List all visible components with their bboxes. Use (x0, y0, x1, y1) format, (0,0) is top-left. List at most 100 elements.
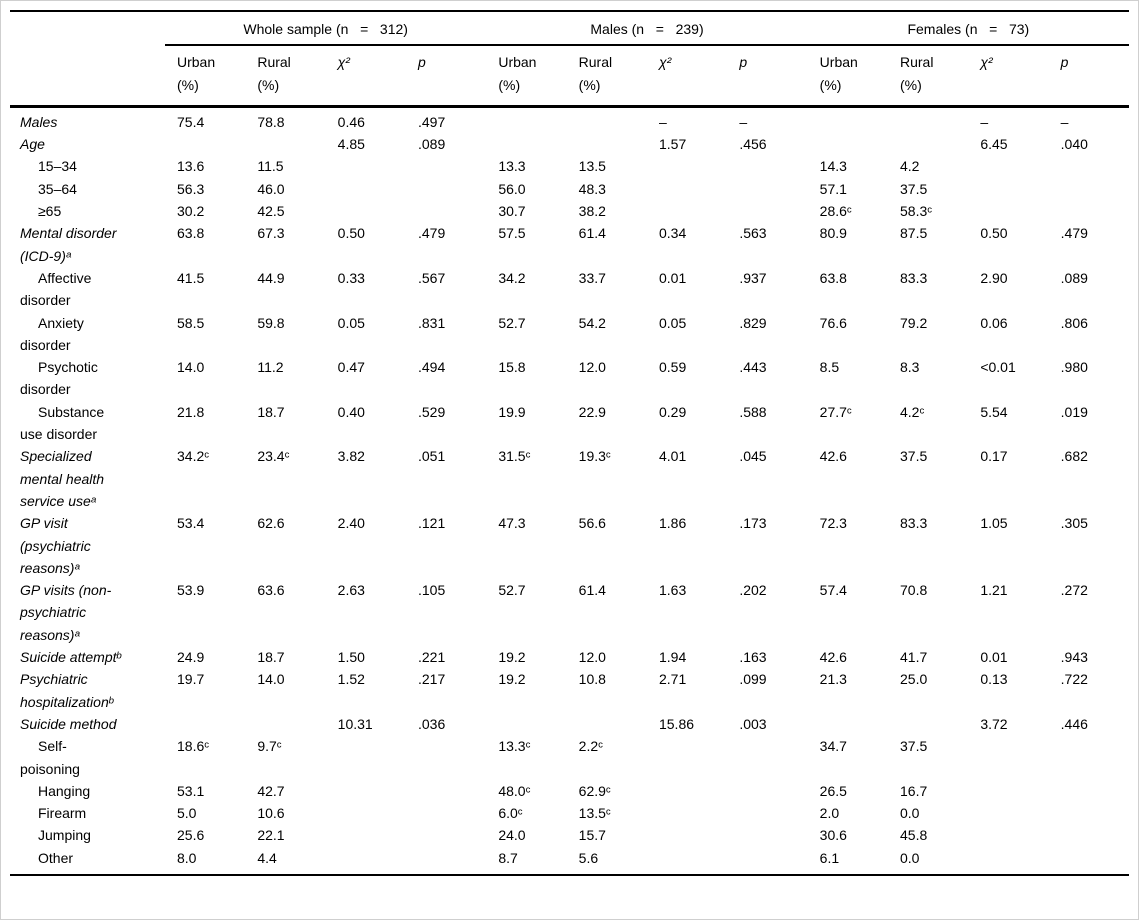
data-cell: 1.21 (980, 582, 1008, 599)
data-cell: 30.6 (819, 827, 847, 844)
data-cell: 4.01 (658, 448, 687, 465)
data-cell (326, 200, 406, 222)
data-cell: 37.5 (900, 738, 928, 755)
data-cell: 18.6ᶜ (177, 738, 210, 755)
data-cell: <0.01 (980, 359, 1016, 376)
data-cell: 3.72 (980, 715, 1008, 732)
data-cell (647, 780, 727, 802)
data-cell: 22.9 (578, 403, 606, 420)
data-cell: 26.5 (819, 782, 847, 799)
data-cell: 0.13 (980, 671, 1008, 688)
data-cell (325, 846, 406, 876)
data-cell: .682 (1060, 448, 1088, 465)
data-cell: .497 (417, 113, 446, 130)
data-cell (486, 106, 566, 133)
group-header-females: Females (n = 73) (807, 9, 1130, 47)
stub-header (10, 9, 165, 46)
data-cell: 61.4 (578, 225, 606, 242)
data-cell: 58.3ᶜ (900, 203, 933, 220)
data-cell: 0.01 (658, 269, 687, 286)
data-cell (647, 155, 727, 177)
row-label: Suicide method (20, 715, 117, 732)
data-cell: 83.3 (900, 515, 928, 532)
data-cell: 2.90 (980, 269, 1008, 286)
data-cell: 0.33 (337, 269, 365, 286)
data-cell (326, 780, 406, 802)
table-row: GP visits (non-psychiatric reasons)ᵃ 53.9… (10, 579, 1129, 646)
group-header-males: Males (n = 239) (486, 9, 808, 47)
data-cell: 58.5 (177, 314, 205, 331)
data-cell: 14.0 (177, 359, 205, 376)
data-cell: 52.7 (498, 314, 526, 331)
data-cell: .173 (739, 515, 767, 532)
data-cell (727, 200, 807, 222)
data-cell: 11.2 (257, 359, 284, 376)
data-cell: 21.8 (177, 403, 205, 420)
data-cell (1049, 780, 1129, 802)
data-cell: .045 (739, 448, 767, 465)
data-cell: 1.57 (658, 136, 687, 153)
data-cell: 57.1 (819, 180, 847, 197)
column-header-p: p (727, 45, 808, 108)
data-cell: 15.86 (658, 715, 695, 732)
table-row: Age 4.85 .089 1.57 .456 6.45 .040 (10, 133, 1129, 155)
data-cell (1049, 735, 1129, 780)
row-label: 35–64 (38, 180, 77, 197)
data-cell: 72.3 (819, 515, 847, 532)
data-cell: 8.7 (486, 846, 567, 876)
data-cell: 56.3 (177, 180, 205, 197)
data-cell: 80.9 (819, 225, 847, 242)
data-cell: 21.3 (819, 671, 847, 688)
data-cell: 12.0 (578, 359, 606, 376)
data-cell: 4.2ᶜ (900, 403, 925, 420)
data-cell (1049, 200, 1129, 222)
data-cell: .479 (417, 225, 446, 242)
data-cell: 48.3 (578, 180, 606, 197)
row-label: GP visit (psychiatric reasons)ᵃ (20, 515, 91, 576)
data-cell: 83.3 (900, 269, 928, 286)
data-cell: 6.0ᶜ (498, 805, 523, 822)
data-cell: .040 (1060, 136, 1088, 153)
row-label: Affective disorder (20, 269, 92, 309)
data-cell: 19.3ᶜ (578, 448, 611, 465)
row-label: Mental disorder (ICD-9)ᵃ (20, 225, 117, 264)
data-cell: 0.47 (337, 359, 365, 376)
row-label: Hanging (38, 782, 91, 799)
data-cell (406, 824, 486, 846)
data-cell: 14.3 (819, 158, 847, 175)
data-cell: 2.63 (337, 582, 365, 599)
row-label: 15–34 (38, 158, 77, 175)
data-cell: .221 (417, 649, 446, 666)
data-cell (326, 802, 406, 824)
data-cell: 4.85 (337, 136, 365, 153)
data-cell: 0.40 (337, 403, 365, 420)
data-cell: .446 (1060, 715, 1088, 732)
data-cell: .217 (417, 671, 446, 688)
data-cell (647, 178, 727, 200)
column-header-chi-square: χ² (646, 45, 728, 108)
table-row: ≥65 30.2 42.5 30.7 38.2 28.6ᶜ 58.3ᶜ (10, 200, 1129, 222)
data-cell: 6.1 (807, 846, 888, 876)
data-cell: .202 (739, 582, 767, 599)
data-cell (968, 178, 1048, 200)
column-header-chi-square: χ² (968, 45, 1049, 108)
data-cell: 63.8 (177, 225, 205, 242)
table-row: Males 75.4 78.8 0.46 .497 – – – – (10, 106, 1129, 133)
data-cell: 75.4 (177, 113, 205, 130)
data-cell: 1.63 (658, 582, 687, 599)
data-cell: 44.9 (257, 269, 285, 286)
data-cell: 18.7 (257, 403, 285, 420)
column-header-urban: Urban (%) (807, 45, 888, 108)
data-cell: 13.5 (578, 158, 606, 175)
data-cell (405, 846, 487, 876)
data-cell: 22.1 (257, 827, 285, 844)
data-cell (808, 106, 888, 133)
data-cell: 11.5 (257, 158, 284, 175)
table-row: 15–34 13.6 11.5 13.3 13.5 14.3 4.2 (10, 155, 1129, 177)
data-cell: .036 (417, 715, 446, 732)
data-cell: 0.29 (658, 403, 687, 420)
data-cell: 19.2 (498, 649, 526, 666)
group-header-whole-sample: Whole sample (n = 312) (165, 9, 487, 47)
row-label: Psychiatric hospitalizationᵇ (20, 671, 114, 710)
data-cell (647, 200, 727, 222)
